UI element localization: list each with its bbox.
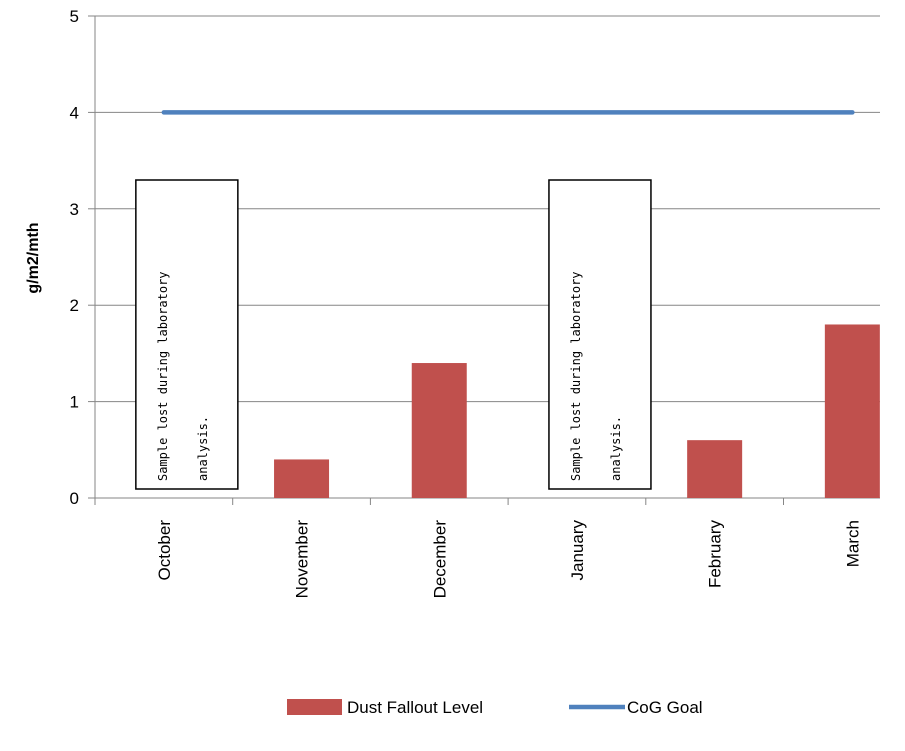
legend-item-goal: CoG Goal [569, 698, 703, 717]
annotations: Sample lost during laboratory analysis. Sa… [135, 179, 652, 490]
legend-item-dust: Dust Fallout Level [287, 698, 483, 717]
x-tick-label: December [430, 520, 449, 599]
x-tick-label: February [706, 520, 725, 589]
annotation-box: Sample lost during laboratory analysis. [548, 179, 652, 490]
annotation-text: analysis. [609, 416, 623, 481]
y-tick-label: 1 [70, 393, 79, 412]
x-tick-label: March [843, 520, 862, 567]
y-tick-label: 4 [70, 103, 79, 122]
y-tick-label: 0 [70, 489, 79, 508]
bars [274, 324, 880, 498]
y-axis-title: g/m2/mth [25, 222, 42, 293]
x-tick-label: November [293, 520, 312, 599]
legend: Dust Fallout Level CoG Goal [287, 698, 703, 717]
legend-label: Dust Fallout Level [347, 698, 483, 717]
annotation-text: Sample lost during laboratory [569, 271, 583, 481]
y-tick-label: 2 [70, 296, 79, 315]
legend-swatch [287, 699, 342, 715]
legend-label: CoG Goal [627, 698, 703, 717]
annotation-box: Sample lost during laboratory analysis. [135, 179, 239, 490]
x-tick-label: January [568, 520, 587, 581]
annotation-frame [135, 179, 239, 490]
axes: 0 1 2 3 4 5 October November December January Febr… [70, 7, 880, 598]
bar [824, 324, 880, 498]
y-tick-label: 5 [70, 7, 79, 26]
annotation-frame [548, 179, 652, 490]
annotation-text: analysis. [196, 416, 210, 481]
y-tick-label: 3 [70, 200, 79, 219]
x-tick-label: October [155, 520, 174, 581]
bar [411, 363, 467, 498]
bar [274, 459, 330, 498]
annotation-text: Sample lost during laboratory [156, 271, 170, 481]
bar [687, 440, 743, 498]
